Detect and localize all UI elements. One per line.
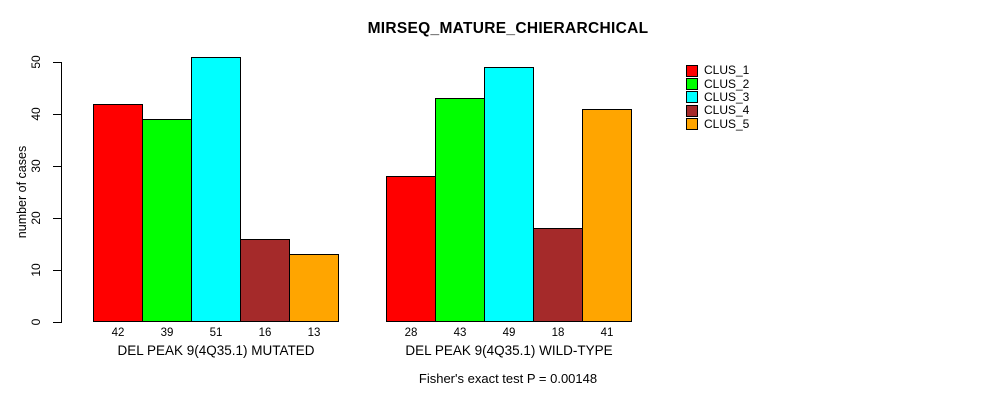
bar-value-label: 28 [404,327,418,339]
bar-clus_2-group1 [142,119,192,322]
legend-item: CLUS_3 [686,89,750,104]
y-tick-label: 10 [29,263,43,277]
legend-label: CLUS_4 [704,103,750,118]
legend-swatch [686,118,698,131]
bar-value-label: 41 [600,327,614,339]
bar-value-label: 43 [453,327,467,339]
legend-item: CLUS_1 [686,64,749,77]
bar-value-label: 16 [258,327,272,339]
y-tick [53,217,61,219]
group-label: DEL PEAK 9(4Q35.1) WILD-TYPE [405,343,613,358]
legend-swatch [686,104,698,117]
bar-clus_2-group2 [435,98,485,322]
legend-label: CLUS_3 [704,89,750,104]
bar-clus_1-group1 [93,103,143,322]
chart-title: MIRSEQ_MATURE_CHIERARCHICAL [367,20,649,37]
legend-swatch [686,64,698,77]
y-tick [53,269,61,271]
y-tick [53,61,61,63]
y-axis-title: number of cases [15,145,29,239]
legend-label: CLUS_5 [704,116,750,131]
bar-clus_3-group1 [191,56,241,322]
bar-value-label: 18 [551,327,565,339]
bar-clus_4-group1 [240,238,290,322]
footnote: Fisher's exact test P = 0.00148 [418,371,598,386]
y-axis-line [61,62,62,323]
legend-swatch [686,78,698,91]
y-tick [53,321,61,323]
bar-clus_4-group2 [533,228,583,322]
legend-label: CLUS_2 [704,76,750,91]
bar-clus_5-group2 [582,108,632,322]
legend-item: CLUS_4 [686,104,749,117]
legend-swatch [686,91,698,104]
y-tick-label: 40 [29,107,43,121]
y-tick-label: 30 [29,159,43,173]
y-tick [53,165,61,167]
bar-value-label: 49 [502,327,516,339]
bar-clus_3-group2 [484,67,534,322]
bar-value-label: 39 [160,327,174,339]
bar-clus_5-group1 [289,254,339,322]
y-tick [53,113,61,115]
group-label: DEL PEAK 9(4Q35.1) MUTATED [117,343,315,358]
bar-value-label: 51 [209,327,223,339]
legend-item: CLUS_5 [686,116,750,131]
y-tick-label: 0 [29,318,43,326]
bar-value-label: 13 [307,327,321,339]
legend-label: CLUS_1 [704,63,750,78]
bar-value-label: 42 [111,327,125,339]
y-tick-label: 50 [29,55,43,69]
legend-item: CLUS_2 [686,76,750,91]
bar-clus_1-group2 [386,176,436,322]
legend: CLUS_1 CLUS_2 CLUS_3 CLUS_4 CLUS_5 [686,64,749,131]
y-tick-label: 20 [29,211,43,225]
